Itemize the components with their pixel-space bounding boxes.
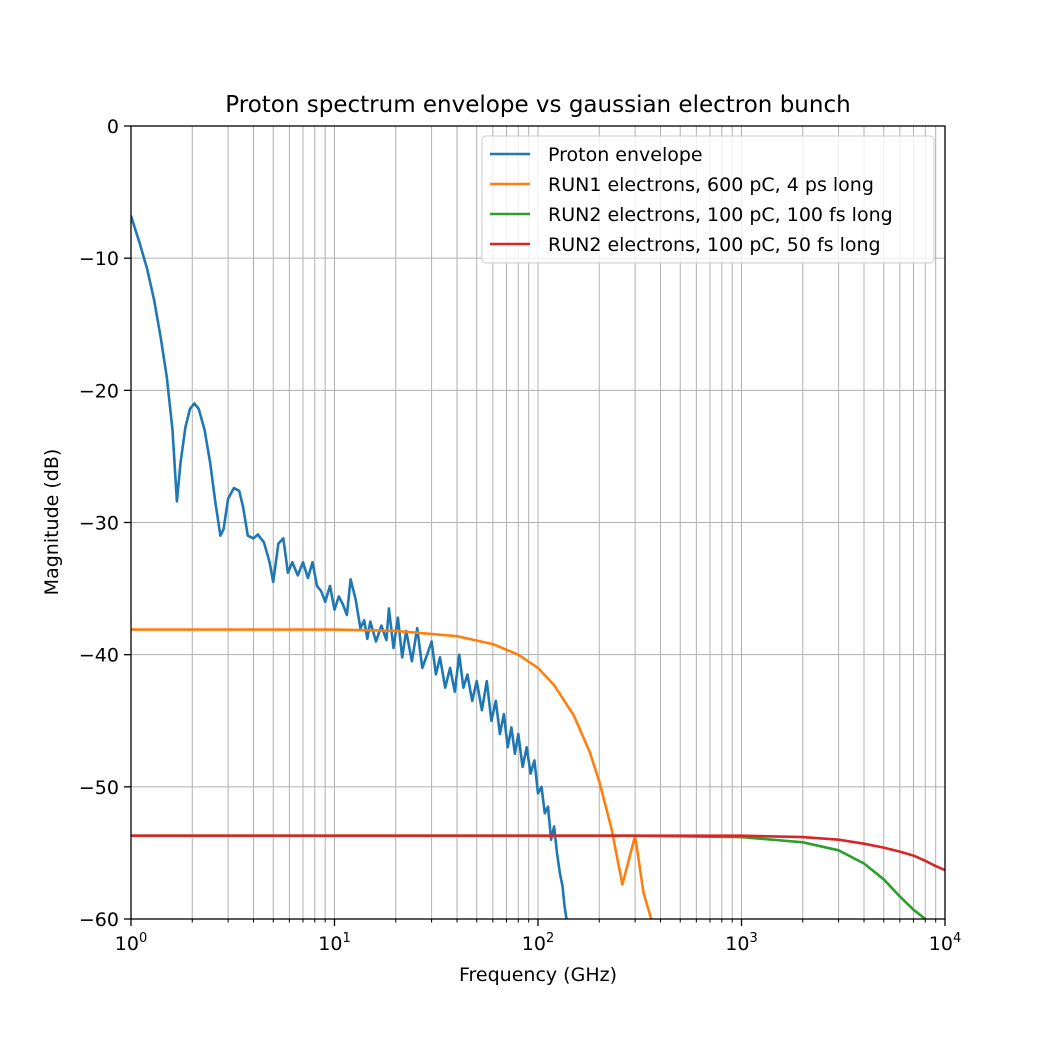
legend: Proton envelope RUN1 electrons, 600 pC, 4… (481, 135, 935, 264)
x-tick-label: 103 (725, 931, 757, 955)
y-tick-label: −50 (79, 777, 119, 799)
legend-label: RUN2 electrons, 100 pC, 50 fs long (548, 234, 881, 256)
x-tick-label: 101 (318, 931, 350, 955)
ticks: 100 101 102 103 104 0 −10 −20 −30 −40 −50 −60 (79, 116, 961, 955)
series-line-2 (131, 628, 653, 919)
legend-label: RUN1 electrons, 600 pC, 4 ps long (548, 174, 874, 196)
grid (130, 125, 945, 920)
series-layer (131, 215, 945, 919)
legend-label: Proton envelope (548, 144, 703, 166)
x-tick-label: 100 (115, 931, 147, 955)
x-tick-label: 104 (929, 931, 961, 955)
legend-box (481, 135, 935, 264)
y-tick-label: −40 (79, 645, 119, 667)
y-axis-label: Magnitude (dB) (41, 449, 63, 596)
y-tick-label: −10 (79, 248, 119, 270)
legend-label: RUN2 electrons, 100 pC, 100 fs long (548, 204, 893, 226)
y-tick-label: −30 (79, 513, 119, 535)
chart-title: Proton spectrum envelope vs gaussian ele… (225, 92, 850, 118)
y-tick-label: −60 (79, 909, 119, 931)
series-line-4 (131, 834, 945, 872)
y-tick-label: 0 (107, 116, 119, 138)
x-axis-label: Frequency (GHz) (459, 964, 617, 986)
y-tick-label: −20 (79, 380, 119, 402)
x-tick-label: 102 (522, 931, 554, 955)
